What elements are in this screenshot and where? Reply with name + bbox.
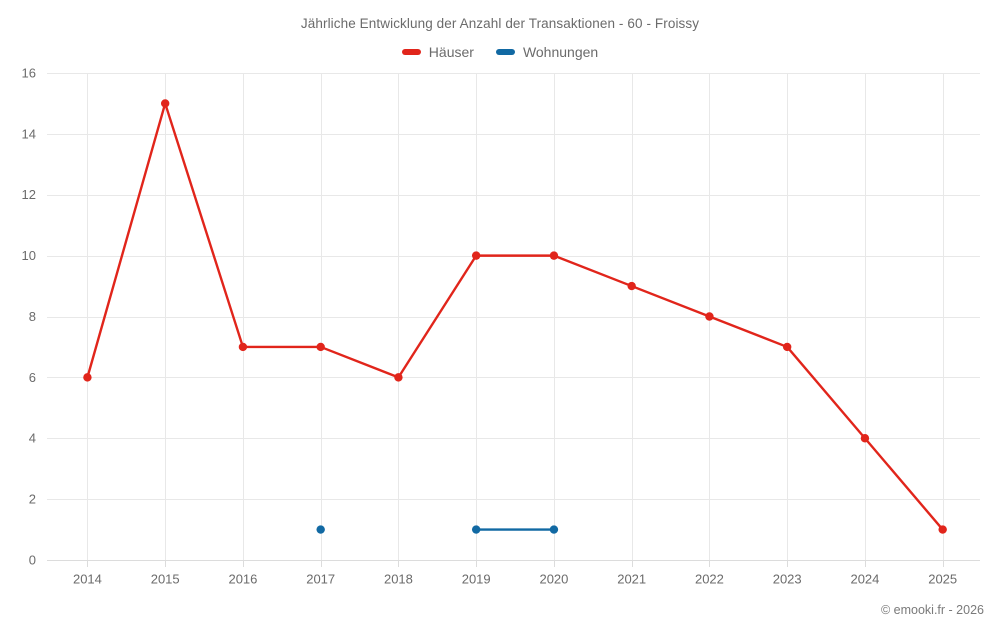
y-axis-tick-label: 16 (22, 65, 36, 80)
x-axis-tick-label: 2017 (306, 572, 335, 587)
y-axis-tick-label: 10 (22, 248, 36, 263)
x-axis-tick-label: 2015 (151, 572, 180, 587)
legend-label-wohnungen: Wohnungen (522, 44, 599, 60)
legend-item-wohnungen[interactable]: Wohnungen (495, 44, 599, 60)
y-axis-tick-label: 4 (29, 431, 36, 446)
data-point-marker (705, 312, 714, 321)
x-axis-tick-label: 2019 (462, 572, 491, 587)
y-axis-tick-label: 2 (29, 492, 36, 507)
legend-item-hauser[interactable]: Häuser (401, 44, 474, 60)
data-point-marker (782, 342, 792, 352)
y-axis-tick-label: 6 (29, 370, 36, 385)
x-axis-tick-label: 2023 (773, 572, 802, 587)
chart-legend: Häuser Wohnungen (0, 44, 1000, 60)
data-point-marker (549, 525, 559, 534)
y-axis-tick-labels: 0 2 4 6 8 10 12 14 16 (22, 65, 36, 567)
grid-lines (47, 73, 980, 560)
axis-lines (47, 560, 980, 567)
x-axis-tick-label: 2024 (850, 572, 879, 587)
data-point-marker (938, 525, 947, 534)
data-point-marker (316, 342, 325, 352)
x-axis-tick-label: 2025 (928, 572, 957, 587)
y-axis-tick-label: 12 (22, 187, 36, 202)
y-axis-tick-label: 14 (22, 126, 36, 141)
series-wohnungen (316, 525, 559, 534)
data-series (83, 99, 947, 534)
data-point-marker (160, 99, 170, 108)
x-axis-tick-label: 2016 (228, 572, 257, 587)
y-axis-tick-label: 0 (29, 552, 36, 567)
data-point-marker (238, 342, 248, 352)
data-point-marker (471, 525, 481, 534)
series-hauser (83, 99, 947, 534)
data-point-marker (860, 434, 870, 443)
data-point-marker (316, 525, 325, 534)
footer-credit: © emooki.fr - 2026 (880, 603, 984, 617)
y-axis-tick-label: 8 (29, 309, 36, 324)
legend-label-hauser: Häuser (428, 44, 474, 60)
x-axis-tick-labels: 2014 2015 2016 2017 2018 2019 2020 2021 2022 2023… (73, 572, 957, 587)
data-point-marker (471, 251, 481, 260)
data-point-marker (549, 251, 559, 260)
x-axis-tick-label: 2014 (73, 572, 102, 587)
x-axis-tick-label: 2021 (617, 572, 646, 587)
chart-title: Jährliche Entwicklung der Anzahl der Tra… (300, 16, 700, 31)
x-axis-tick-label: 2018 (384, 572, 413, 587)
data-point-marker (627, 281, 636, 291)
legend-swatch-hauser-icon (401, 49, 421, 55)
legend-swatch-wohnungen-icon (495, 49, 515, 55)
data-point-marker (394, 373, 403, 382)
series-line-path (86, 102, 944, 531)
x-axis-tick-label: 2022 (695, 572, 724, 587)
x-axis-tick-label: 2020 (539, 572, 568, 587)
data-point-marker (83, 373, 92, 382)
